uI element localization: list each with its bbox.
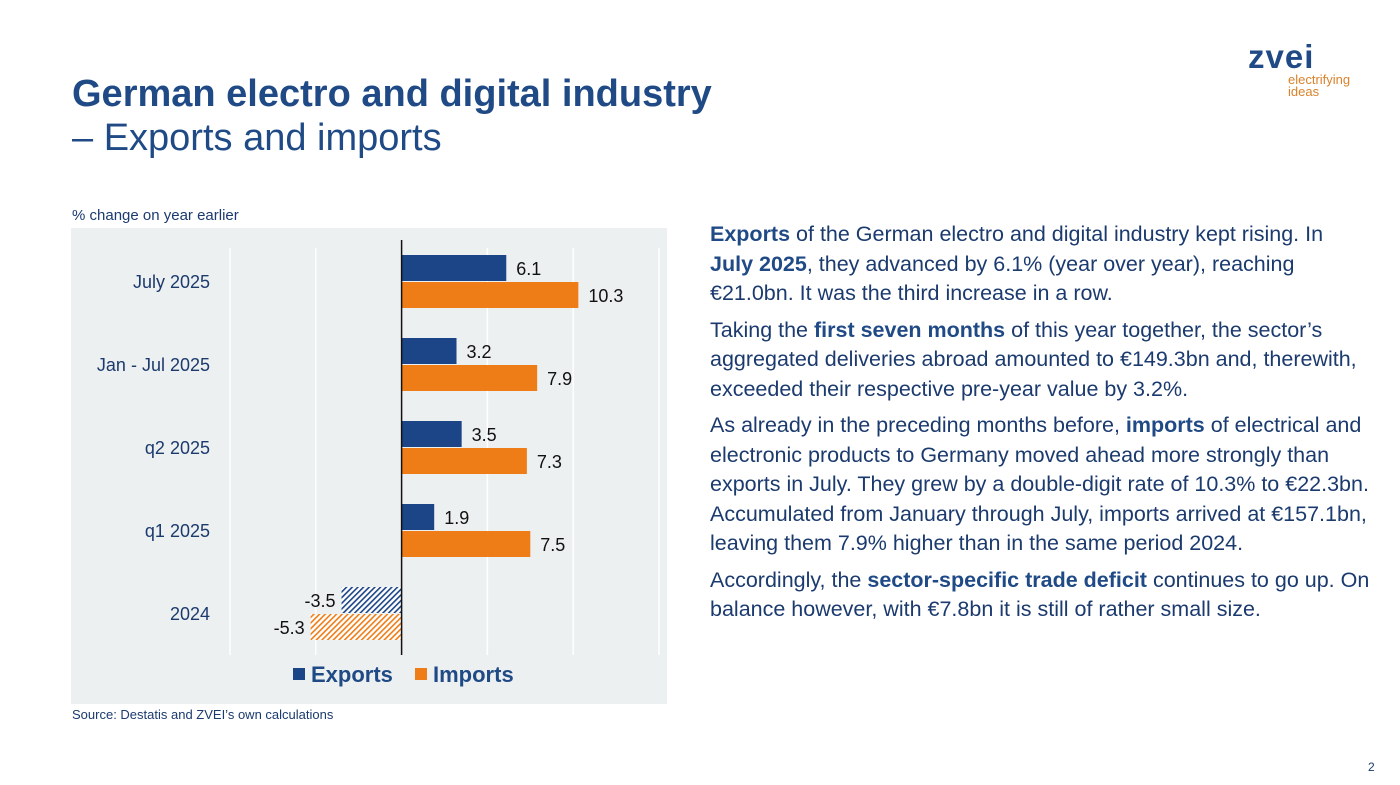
data-label: -3.5 [305, 591, 336, 611]
page-number: 2 [1368, 760, 1375, 774]
legend-label-exports: Exports [311, 662, 393, 687]
text-segment: continues to go up. On balance however, … [710, 567, 1370, 622]
emphasis-text: sector-specific trade deficit [867, 567, 1147, 592]
imports-bar [401, 448, 527, 474]
data-label: 7.9 [547, 369, 572, 389]
emphasis-text: July 2025 [710, 251, 807, 276]
zvei-logo: zvei electrifying ideas [1248, 38, 1351, 99]
category-label: q1 2025 [145, 521, 210, 541]
data-label: 6.1 [516, 259, 541, 279]
data-label: 3.5 [472, 425, 497, 445]
text-segment: , they advanced by 6.1% (year over year)… [710, 251, 1295, 306]
paragraph: As already in the preceding months befor… [710, 411, 1370, 559]
text-segment: of this year together, the sector’s aggr… [710, 317, 1357, 401]
exports-bar [401, 504, 435, 530]
imports-bar [401, 531, 531, 557]
text-segment: of electrical and electronic products to… [710, 413, 1369, 555]
emphasis-text: Exports [710, 222, 791, 246]
category-label: July 2025 [133, 272, 210, 292]
legend-swatch-exports [293, 668, 305, 680]
chart-panel: July 2025 6.1 10.3 Jan - Jul 2025 3.2 7.9 q2 2… [71, 228, 667, 704]
paragraph: Exports of the German electro and digita… [710, 220, 1370, 309]
category-label: 2024 [170, 604, 210, 624]
legend-label-imports: Imports [433, 662, 514, 687]
data-label: 7.3 [537, 452, 562, 472]
exports-bar [401, 255, 507, 281]
imports-bar [401, 365, 538, 391]
category-label: q2 2025 [145, 438, 210, 458]
paragraph: Accordingly, the sector-specific trade d… [710, 566, 1370, 625]
exports-bar [401, 338, 457, 364]
text-segment: Accordingly, the [710, 567, 868, 592]
exports-bar [341, 587, 402, 613]
exports-bar [401, 421, 462, 447]
category-label: Jan - Jul 2025 [97, 355, 210, 375]
imports-bar [401, 282, 579, 308]
paragraph: Taking the first seven months of this ye… [710, 316, 1370, 405]
legend-swatch-imports [415, 668, 427, 680]
data-label: 7.5 [540, 535, 565, 555]
emphasis-text: first seven months [813, 317, 1006, 342]
data-label: 10.3 [588, 286, 623, 306]
emphasis-text: imports [1125, 413, 1205, 437]
data-label: 1.9 [444, 508, 469, 528]
text-segment: of the German electro and digital indust… [790, 222, 1324, 246]
text-segment: As already in the preceding months befor… [710, 413, 1126, 437]
chart-unit-label: % change on year earlier [72, 207, 239, 224]
logo-word: zvei [1248, 38, 1315, 75]
data-label: -5.3 [274, 618, 305, 638]
commentary-text: Exports of the German electro and digita… [710, 220, 1370, 632]
logo-tagline-2: ideas [1288, 84, 1320, 99]
imports-bar [310, 614, 402, 640]
text-segment: Taking the [710, 317, 814, 342]
chart-source: Source: Destatis and ZVEI’s own calculat… [72, 707, 334, 722]
data-label: 3.2 [467, 342, 492, 362]
bar-chart: July 2025 6.1 10.3 Jan - Jul 2025 3.2 7.9 q2 2… [97, 240, 660, 687]
logo-tagline-1: electrifying [1288, 72, 1351, 87]
page-subtitle: – Exports and imports [72, 117, 442, 159]
page-title: German electro and digital industry [72, 73, 712, 115]
